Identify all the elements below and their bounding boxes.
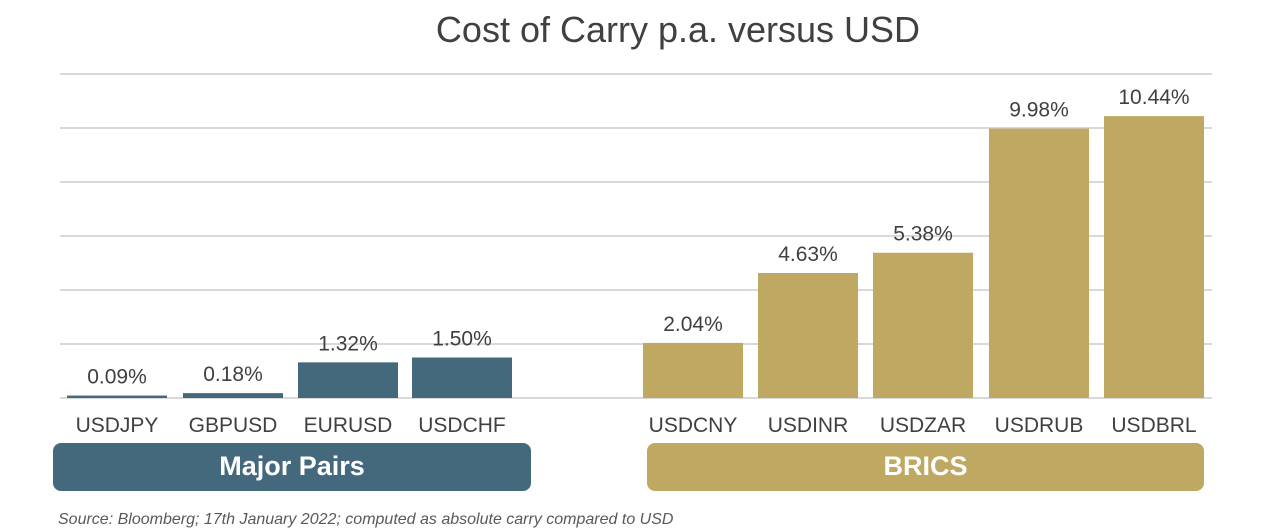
bar	[873, 252, 973, 398]
category-label: USDZAR	[880, 414, 966, 437]
data-label: 9.98%	[1009, 99, 1069, 122]
data-label: 10.44%	[1118, 86, 1189, 109]
bar	[183, 393, 283, 398]
group-label: Major Pairs	[219, 451, 365, 481]
group-banner	[647, 443, 1204, 491]
category-label: USDCHF	[418, 414, 506, 437]
data-label: 5.38%	[893, 223, 953, 246]
chart-title: Cost of Carry p.a. versus USD	[436, 9, 920, 50]
category-label: EURUSD	[304, 414, 393, 437]
category-labels: USDJPY GBPUSD EURUSD USDCHF USDCNY USDINR USDZ…	[76, 414, 1197, 437]
category-label: USDCNY	[649, 414, 738, 437]
bar	[758, 272, 858, 398]
bar	[298, 362, 398, 398]
group-label: BRICS	[883, 451, 967, 481]
data-label: 1.32%	[318, 332, 378, 355]
category-label: USDINR	[768, 414, 849, 437]
category-label: USDRUB	[995, 414, 1084, 437]
source-note: Source: Bloomberg; 17th January 2022; co…	[58, 511, 674, 528]
category-label: GBPUSD	[189, 414, 278, 437]
category-label: USDBRL	[1111, 414, 1196, 437]
data-label: 4.63%	[778, 243, 838, 266]
data-labels: 0.09% 0.18% 1.32% 1.50% 2.04% 4.63% 5.38% 9.98%…	[87, 86, 1189, 388]
bar	[67, 395, 167, 398]
bar	[643, 342, 743, 398]
group-banners: Major Pairs BRICS	[53, 443, 1204, 491]
group-banner	[53, 443, 531, 491]
category-label: USDJPY	[76, 414, 159, 437]
data-label: 0.09%	[87, 366, 147, 389]
data-label: 2.04%	[663, 313, 723, 336]
bars	[67, 116, 1204, 399]
bar	[412, 357, 512, 398]
data-label: 0.18%	[203, 363, 263, 386]
bar	[989, 128, 1089, 399]
data-label: 1.50%	[432, 328, 492, 351]
bar	[1104, 116, 1204, 399]
